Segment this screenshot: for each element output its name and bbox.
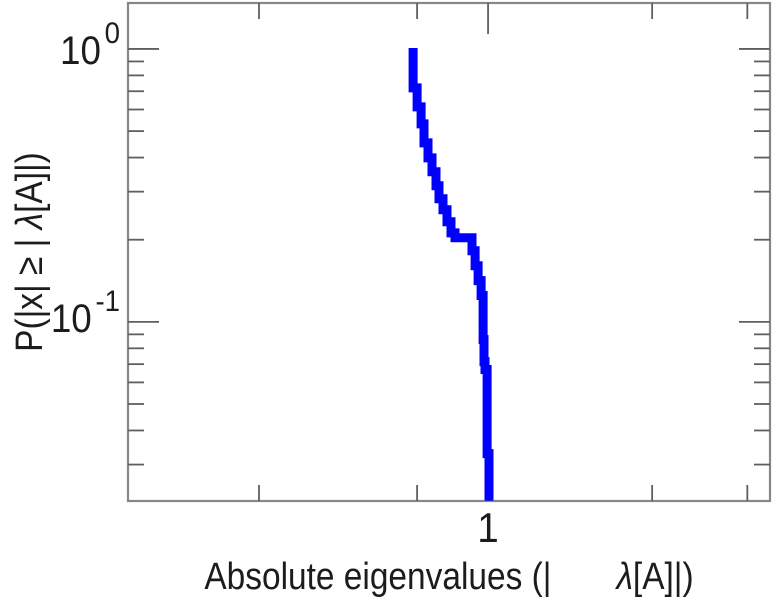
lambda-symbol: λ xyxy=(551,556,633,598)
eigenvalue-ccdf-curve xyxy=(408,48,494,501)
plot-frame xyxy=(126,1,772,503)
x-axis-title-post: [A]|) xyxy=(632,556,694,598)
y-tick-1e-1-exponent: -1 xyxy=(95,285,120,318)
lambda-symbol: λ xyxy=(9,212,51,230)
y-tick-label-1e-1: 10 -1 xyxy=(10,287,120,341)
y-axis-title: P(|x| ≥ | λ[A]|) xyxy=(9,152,51,352)
y-tick-1e0-base: 10 xyxy=(60,29,101,73)
x-axis-title-pre: Absolute eigenvalues (| xyxy=(204,556,552,598)
y-tick-1e-1-base: 10 xyxy=(50,297,92,341)
x-tick-label-1: 1 xyxy=(477,504,499,551)
y-tick-label-1e0: 10 0 xyxy=(10,19,120,73)
x-axis-title: Absolute eigenvalues (| λ[A]|) xyxy=(204,558,693,596)
y-tick-1e0-exponent: 0 xyxy=(104,17,120,50)
y-axis-title-post: [A]|) xyxy=(9,152,51,213)
y-axis-title-pre: P(|x| ≥ | xyxy=(9,229,51,352)
